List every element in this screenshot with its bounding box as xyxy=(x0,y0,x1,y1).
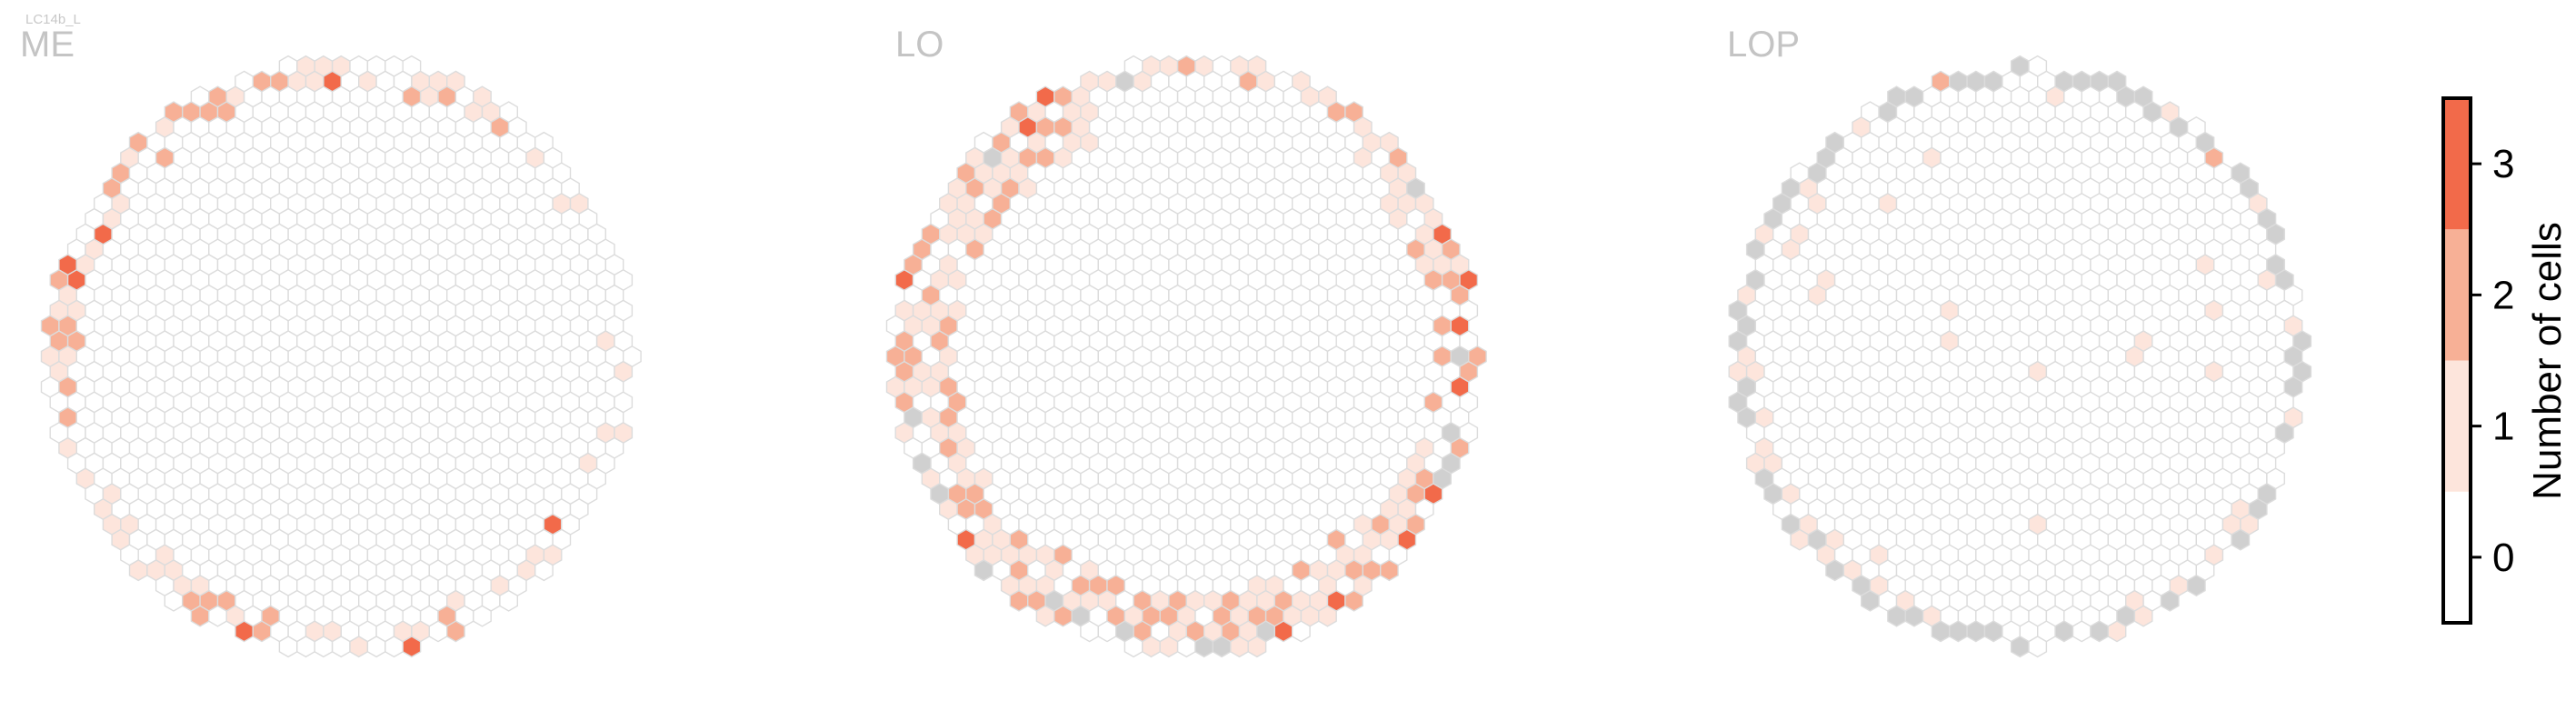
hex-cell xyxy=(1230,636,1249,658)
hex-cell xyxy=(252,620,272,643)
hex-cell xyxy=(1344,589,1363,612)
hex-cell xyxy=(2160,589,2180,612)
hex-cell xyxy=(402,636,422,658)
colorbar-segment xyxy=(2443,229,2471,361)
colorbar-tick-label: 3 xyxy=(2492,142,2514,186)
hex-grid-lo xyxy=(885,55,1487,658)
hex-cell xyxy=(1861,589,1880,612)
colorbar-segments xyxy=(2443,98,2471,623)
hex-cell xyxy=(1194,636,1214,658)
colorbar-tick-label: 2 xyxy=(2492,273,2514,317)
hex-cell xyxy=(1380,559,1399,582)
panel-title-me: ME xyxy=(20,25,75,65)
hex-cell xyxy=(1247,636,1267,658)
hex-cell xyxy=(2186,574,2206,597)
hex-cell xyxy=(2107,620,2127,643)
panel-me: ME xyxy=(20,25,642,658)
hex-cell xyxy=(2133,605,2153,627)
hex-cell xyxy=(428,620,448,643)
hex-cell xyxy=(208,605,227,627)
hex-cell xyxy=(164,589,184,612)
hex-cell xyxy=(331,636,351,658)
colorbar-frame xyxy=(2441,96,2472,625)
hex-cell xyxy=(314,636,334,658)
hex-cell xyxy=(534,559,554,582)
hex-cell xyxy=(384,636,404,658)
cell-type-label: LC14b_L xyxy=(25,12,81,27)
panel-lo: LO xyxy=(885,25,1487,658)
hex-cell xyxy=(1009,589,1029,612)
hex-cell xyxy=(128,559,148,582)
hex-cell xyxy=(973,559,993,582)
hex-cell xyxy=(2010,636,2030,658)
hex-cell xyxy=(1949,620,1968,643)
hex-cell xyxy=(2028,636,2048,658)
hex-cell xyxy=(296,636,315,658)
colorbar-segment xyxy=(2443,360,2471,492)
colorbar-tick-label: 0 xyxy=(2492,536,2514,580)
hex-cell xyxy=(499,589,518,612)
hex-cell xyxy=(1123,636,1143,658)
hex-cell xyxy=(1790,528,1810,551)
hex-grid-lop xyxy=(1728,55,2312,658)
hex-cell xyxy=(1212,636,1232,658)
hex-cell xyxy=(1931,620,1951,643)
hex-cell xyxy=(2231,528,2251,551)
hex-cell xyxy=(1292,620,1311,643)
hex-grid-me xyxy=(40,55,642,658)
panel-lop: LOP xyxy=(1727,25,2312,658)
hex-cell xyxy=(1142,636,1161,658)
hex-cell xyxy=(1966,620,1986,643)
colorbar-tick-label: 1 xyxy=(2492,405,2514,449)
hex-cell xyxy=(1176,636,1196,658)
hex-cell xyxy=(1273,620,1293,643)
panel-title-lop: LOP xyxy=(1727,25,1800,65)
colorbar-title: Number of cells xyxy=(2525,222,2570,500)
hex-cell xyxy=(2072,620,2092,643)
hex-cell xyxy=(349,636,369,658)
colorbar-segment xyxy=(2443,98,2471,230)
hex-cell xyxy=(1983,620,2003,643)
hex-cell xyxy=(1904,605,1924,627)
hex-cell xyxy=(473,605,492,627)
hex-cell xyxy=(1318,605,1337,627)
hex-cell xyxy=(1035,605,1055,627)
hex-cell xyxy=(1097,620,1117,643)
hex-cell xyxy=(446,620,465,643)
colorbar-ticks: 0 1 2 3 xyxy=(2471,142,2514,580)
colorbar-segment xyxy=(2443,491,2471,623)
hex-cell xyxy=(1825,559,1844,582)
hex-cell xyxy=(1159,636,1179,658)
hex-cell xyxy=(278,636,298,658)
hex-cell xyxy=(235,620,254,643)
hex-cell xyxy=(1887,605,1906,627)
hex-cell xyxy=(2054,620,2074,643)
panel-title-lo: LO xyxy=(895,25,944,65)
hex-cell xyxy=(1053,605,1073,627)
hex-cell xyxy=(1080,620,1099,643)
hex-cell xyxy=(366,636,386,658)
hex-cell xyxy=(2090,620,2109,643)
hex-cell xyxy=(190,605,210,627)
colorbar: 0 1 2 3 Number of cells xyxy=(2441,96,2570,625)
